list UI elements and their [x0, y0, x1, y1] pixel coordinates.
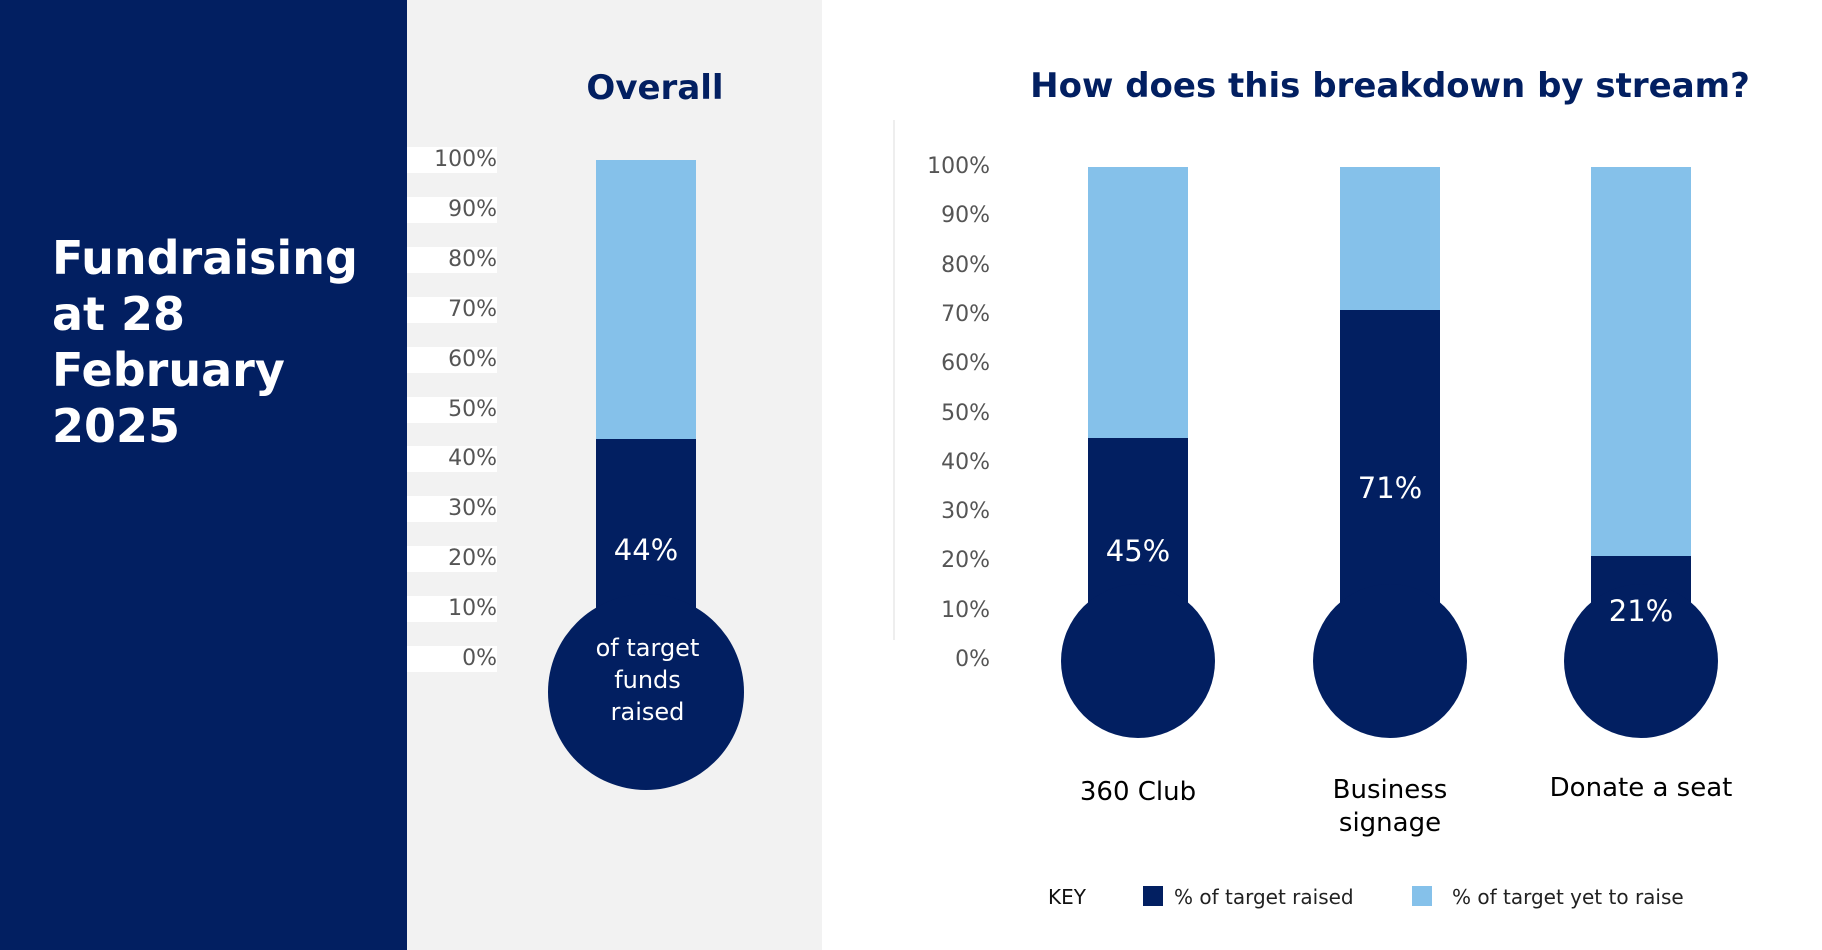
y-tick-label: 0%	[955, 647, 990, 672]
y-tick-label: 50%	[407, 396, 497, 423]
y-tick-label: 70%	[941, 301, 990, 327]
y-tick-label: 80%	[941, 252, 990, 278]
category-label: 360 Club	[1079, 777, 1197, 807]
bar-remaining	[596, 160, 696, 440]
legend-swatch-yet-to-raise	[1412, 886, 1432, 906]
y-tick-label: 10%	[407, 596, 497, 623]
overall-title: Overall	[586, 68, 724, 108]
y-tick-label: 10%	[941, 597, 990, 623]
title-panel: Fundraising at 28 February 2025	[0, 0, 407, 950]
bar-value-label: 21%	[1608, 594, 1674, 628]
legend-swatch-raised	[1143, 886, 1163, 906]
overall-bulb-text: of target funds raised	[595, 634, 700, 726]
bar-remaining	[1088, 167, 1188, 439]
bar-remaining	[1591, 167, 1691, 557]
y-tick-label: 40%	[407, 446, 497, 473]
y-tick-label: 60%	[941, 351, 990, 377]
bar-bulb	[1061, 584, 1215, 738]
y-tick-label: 100%	[407, 147, 497, 173]
y-tick-label: 60%	[407, 346, 497, 373]
y-tick-label: 90%	[407, 196, 497, 223]
page-title: Fundraising at 28 February 2025	[52, 231, 358, 453]
y-tick-label: 30%	[941, 499, 990, 525]
bar-value-label: 71%	[1357, 471, 1423, 505]
y-tick-label: 80%	[407, 246, 497, 273]
y-tick-label: 0%	[407, 646, 497, 672]
legend-raised-label: % of target raised	[1174, 885, 1354, 909]
y-tick-label: 90%	[941, 203, 990, 229]
bar-bulb	[1564, 584, 1718, 738]
y-tick-label: 40%	[941, 449, 990, 475]
y-tick-label: 20%	[941, 548, 990, 574]
breakdown-title: How does this breakdown by stream?	[1030, 66, 1750, 106]
bar-value-label: 45%	[1105, 534, 1171, 568]
category-label: Donate a seat	[1549, 773, 1733, 803]
y-tick-label: 20%	[407, 546, 497, 573]
y-tick-label: 100%	[927, 154, 990, 179]
y-tick-label: 30%	[407, 496, 497, 523]
legend-yet-to-raise-label: % of target yet to raise	[1452, 885, 1684, 909]
bar-bulb	[548, 594, 744, 790]
bar-value-label: 44%	[613, 533, 679, 567]
category-label: Business signage	[1332, 775, 1448, 838]
y-tick-label: 70%	[407, 296, 497, 323]
bar-remaining	[1340, 167, 1440, 310]
y-tick-label: 50%	[941, 400, 990, 426]
legend-key-label: KEY	[1048, 885, 1086, 909]
bar-bulb	[1313, 584, 1467, 738]
section-divider	[893, 120, 895, 640]
